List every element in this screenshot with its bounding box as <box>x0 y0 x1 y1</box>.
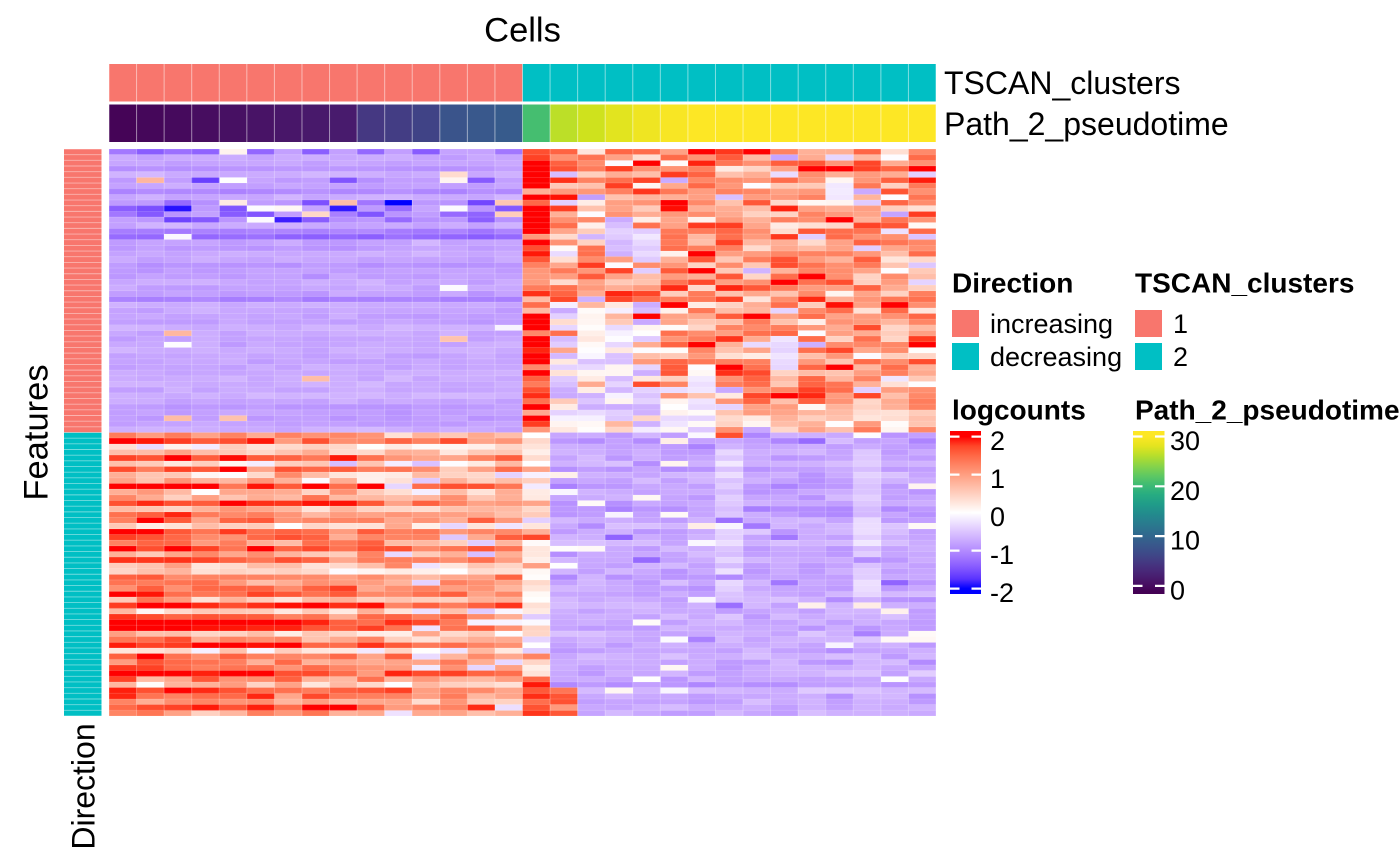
svg-text:Features: Features <box>18 364 56 500</box>
svg-text:20: 20 <box>1170 476 1200 506</box>
svg-text:Direction: Direction <box>66 723 102 849</box>
svg-text:Path_2_pseudotime: Path_2_pseudotime <box>1135 395 1400 426</box>
svg-text:decreasing: decreasing <box>990 342 1122 372</box>
svg-text:1: 1 <box>1173 309 1188 339</box>
svg-text:logcounts: logcounts <box>952 395 1086 426</box>
svg-text:2: 2 <box>990 426 1005 456</box>
svg-text:TSCAN_clusters: TSCAN_clusters <box>944 65 1181 101</box>
svg-text:-2: -2 <box>990 578 1014 608</box>
svg-text:increasing: increasing <box>990 309 1113 339</box>
svg-text:0: 0 <box>990 502 1005 532</box>
svg-text:Path_2_pseudotime: Path_2_pseudotime <box>944 106 1229 142</box>
svg-text:-1: -1 <box>990 540 1014 570</box>
svg-text:TSCAN_clusters: TSCAN_clusters <box>1135 268 1354 299</box>
svg-text:10: 10 <box>1170 526 1200 556</box>
svg-text:0: 0 <box>1170 575 1185 605</box>
svg-text:Cells: Cells <box>484 12 561 50</box>
svg-text:2: 2 <box>1173 342 1188 372</box>
svg-text:Direction: Direction <box>952 268 1073 299</box>
svg-text:1: 1 <box>990 464 1005 494</box>
svg-text:30: 30 <box>1170 426 1200 456</box>
